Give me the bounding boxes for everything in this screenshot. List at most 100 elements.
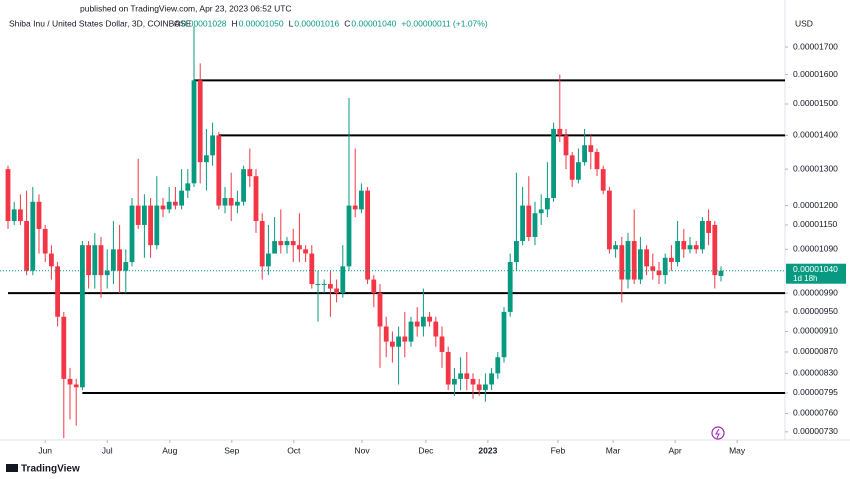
event-bolt — [715, 428, 720, 439]
candle-body — [470, 378, 476, 385]
candle-body — [421, 316, 426, 327]
x-tick-label: May — [729, 445, 746, 455]
y-tick-label: 0.00001200 — [793, 200, 838, 210]
y-tick-label: 0.00001700 — [793, 41, 838, 51]
candle-body — [687, 245, 693, 250]
last-price-tag — [786, 263, 846, 284]
candle-body — [433, 321, 439, 337]
candle-body — [222, 198, 228, 206]
legend-l: L — [289, 18, 294, 28]
candle-body — [613, 245, 618, 250]
x-tick-label: Mar — [606, 445, 621, 455]
candle-body — [272, 241, 277, 254]
legend-o: O — [174, 18, 181, 28]
legend-o-value: 0.00001028 — [182, 18, 227, 28]
candle-body — [179, 190, 184, 206]
candle-body — [191, 80, 197, 184]
candle-body — [352, 205, 358, 210]
candle-body — [377, 293, 383, 327]
candle-body — [656, 270, 662, 276]
event-icon[interactable] — [711, 426, 725, 440]
candle-body — [445, 351, 451, 385]
candle-body — [365, 190, 370, 280]
candle-body — [489, 373, 494, 385]
candle-body — [662, 257, 668, 276]
candle-body — [520, 205, 525, 242]
candle-body — [290, 241, 296, 246]
y-tick-label: 0.00001600 — [793, 69, 838, 79]
legend-c-value: 0.00001040 — [351, 18, 396, 28]
candle-body — [464, 373, 470, 379]
candle-body — [693, 245, 699, 250]
candle-body — [142, 205, 147, 225]
candle-body — [241, 169, 246, 202]
candle-body — [42, 228, 48, 254]
candle-body — [483, 384, 488, 391]
candle-body — [67, 378, 73, 385]
candle-body — [204, 155, 209, 163]
y-tick-label: 0.00000830 — [793, 368, 838, 378]
candle-body — [569, 155, 575, 180]
candle-body — [619, 245, 625, 280]
y-tick-label: 0.00000910 — [793, 326, 838, 336]
candle-body — [148, 205, 153, 246]
y-tick-label: 0.00001500 — [793, 98, 838, 108]
candle-body — [718, 270, 724, 276]
candle-body — [452, 378, 457, 385]
candle-body — [173, 201, 178, 206]
candle-body — [631, 241, 637, 280]
y-tick-label: 0.00001400 — [793, 130, 838, 140]
candle-body — [315, 284, 321, 286]
legend-h-value: 0.00001050 — [239, 18, 284, 28]
candle-body — [545, 198, 550, 210]
candle-body — [166, 201, 172, 210]
candle-body — [309, 253, 315, 285]
candle-body — [439, 336, 445, 352]
x-tick-label: Oct — [287, 445, 301, 455]
candle-body — [284, 241, 290, 246]
candle-body — [61, 316, 67, 379]
published-note: published on TradingView.com, Apr 23, 20… — [80, 3, 292, 13]
y-tick-label: 0.00000760 — [793, 408, 838, 418]
candle-body — [669, 257, 674, 263]
x-tick-label: Apr — [669, 445, 682, 455]
candle-body — [638, 249, 643, 280]
candle-body — [49, 253, 54, 267]
candle-body — [92, 245, 98, 276]
candle-body — [30, 201, 36, 271]
candle-body — [5, 169, 11, 221]
y-tick-label: 0.00001090 — [793, 244, 838, 254]
y-tick-label: 0.00000730 — [793, 426, 838, 436]
candle-body — [600, 169, 606, 191]
candle-body — [538, 209, 544, 214]
candle-body — [532, 213, 538, 237]
candle-body — [675, 241, 680, 263]
candle-body — [458, 373, 463, 379]
candle-body — [408, 321, 414, 342]
x-tick-label: Nov — [354, 445, 370, 455]
candle-body — [476, 384, 482, 391]
candle-body — [396, 336, 401, 347]
candle-body — [197, 80, 203, 163]
candle-body — [328, 284, 333, 289]
candle-body — [514, 241, 519, 263]
candle-body — [160, 205, 166, 210]
candle-body — [644, 249, 649, 267]
candle-body — [346, 205, 352, 267]
candle-body — [80, 245, 85, 388]
candle-body — [111, 249, 116, 271]
x-tick-label: Aug — [162, 445, 177, 455]
candle-body — [681, 241, 687, 250]
candle-body — [154, 205, 160, 246]
candle-body — [576, 162, 581, 180]
x-tick-label: Jul — [102, 445, 113, 455]
candle-body — [414, 321, 420, 327]
last-price-label: 0.00001040 — [793, 264, 838, 274]
candle-body — [129, 205, 135, 263]
candle-body — [253, 176, 259, 221]
legend-l-value: 0.00001016 — [294, 18, 339, 28]
candle-body — [712, 224, 718, 276]
candle-body — [563, 135, 569, 156]
currency-label: USD — [795, 18, 813, 28]
